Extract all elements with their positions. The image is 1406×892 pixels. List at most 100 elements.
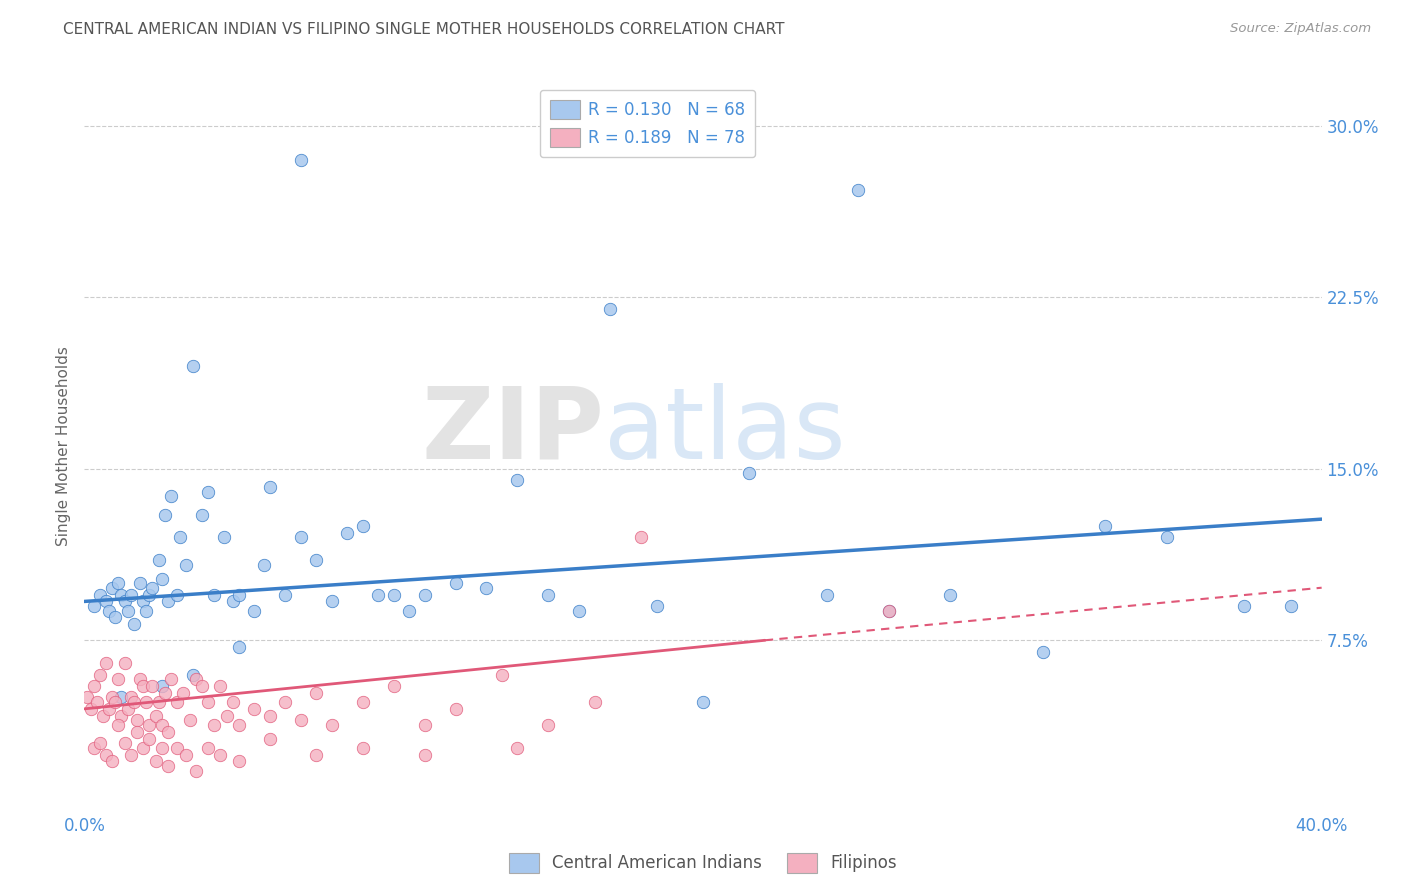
Text: atlas: atlas xyxy=(605,383,845,480)
Point xyxy=(336,525,359,540)
Point xyxy=(125,724,148,739)
Point xyxy=(222,594,245,608)
Point xyxy=(197,695,219,709)
Point xyxy=(129,576,152,591)
Point xyxy=(138,588,160,602)
Point xyxy=(138,731,160,746)
Point xyxy=(145,755,167,769)
Point xyxy=(150,740,173,755)
Point xyxy=(166,695,188,709)
Point xyxy=(148,553,170,567)
Point xyxy=(321,594,343,608)
Point xyxy=(129,672,152,686)
Point xyxy=(222,695,245,709)
Point xyxy=(444,576,467,591)
Point xyxy=(141,679,163,693)
Point xyxy=(184,672,207,686)
Point xyxy=(132,740,155,755)
Point xyxy=(506,740,529,755)
Point xyxy=(506,473,529,487)
Point xyxy=(212,530,235,544)
Point xyxy=(114,736,136,750)
Point xyxy=(352,695,374,709)
Point xyxy=(120,690,142,705)
Point xyxy=(135,604,157,618)
Point xyxy=(156,594,179,608)
Point xyxy=(583,695,606,709)
Point xyxy=(815,588,838,602)
Point xyxy=(94,656,117,670)
Point xyxy=(184,764,207,778)
Point xyxy=(290,530,312,544)
Point xyxy=(125,714,148,728)
Point xyxy=(274,588,297,602)
Point xyxy=(290,714,312,728)
Point xyxy=(321,718,343,732)
Point xyxy=(135,695,157,709)
Point xyxy=(209,747,232,762)
Point xyxy=(537,718,560,732)
Point xyxy=(107,718,129,732)
Point xyxy=(166,740,188,755)
Point xyxy=(209,679,232,693)
Point xyxy=(94,747,117,762)
Point xyxy=(141,581,163,595)
Point xyxy=(197,740,219,755)
Point xyxy=(191,508,214,522)
Point xyxy=(166,588,188,602)
Point xyxy=(1279,599,1302,613)
Point xyxy=(117,702,139,716)
Point xyxy=(382,588,405,602)
Point xyxy=(243,604,266,618)
Point xyxy=(107,672,129,686)
Point xyxy=(290,153,312,168)
Point xyxy=(98,702,121,716)
Point xyxy=(191,679,214,693)
Point xyxy=(156,759,179,773)
Text: Source: ZipAtlas.com: Source: ZipAtlas.com xyxy=(1230,22,1371,36)
Point xyxy=(398,604,420,618)
Point xyxy=(367,588,389,602)
Point xyxy=(228,588,250,602)
Point xyxy=(101,581,124,595)
Y-axis label: Single Mother Households: Single Mother Households xyxy=(56,346,72,546)
Point xyxy=(153,508,176,522)
Point xyxy=(1233,599,1256,613)
Point xyxy=(150,679,173,693)
Point xyxy=(599,301,621,316)
Point xyxy=(110,588,132,602)
Point xyxy=(259,708,281,723)
Point xyxy=(160,672,183,686)
Point xyxy=(98,604,121,618)
Point xyxy=(305,553,328,567)
Point xyxy=(202,718,225,732)
Point xyxy=(153,686,176,700)
Legend: Central American Indians, Filipinos: Central American Indians, Filipinos xyxy=(502,847,904,880)
Point xyxy=(179,714,201,728)
Point xyxy=(86,695,108,709)
Point xyxy=(382,679,405,693)
Point xyxy=(259,480,281,494)
Point xyxy=(94,594,117,608)
Point xyxy=(475,581,498,595)
Point xyxy=(91,708,114,723)
Point xyxy=(172,686,194,700)
Point xyxy=(537,588,560,602)
Point xyxy=(305,747,328,762)
Point xyxy=(120,588,142,602)
Legend: R = 0.130   N = 68, R = 0.189   N = 78: R = 0.130 N = 68, R = 0.189 N = 78 xyxy=(540,90,755,157)
Point xyxy=(253,558,276,572)
Point xyxy=(76,690,98,705)
Point xyxy=(110,708,132,723)
Point xyxy=(939,588,962,602)
Point xyxy=(176,558,198,572)
Point xyxy=(305,686,328,700)
Point xyxy=(176,747,198,762)
Point xyxy=(738,467,761,481)
Point xyxy=(491,667,513,681)
Point xyxy=(645,599,668,613)
Point xyxy=(228,755,250,769)
Point xyxy=(104,695,127,709)
Point xyxy=(145,708,167,723)
Point xyxy=(89,736,111,750)
